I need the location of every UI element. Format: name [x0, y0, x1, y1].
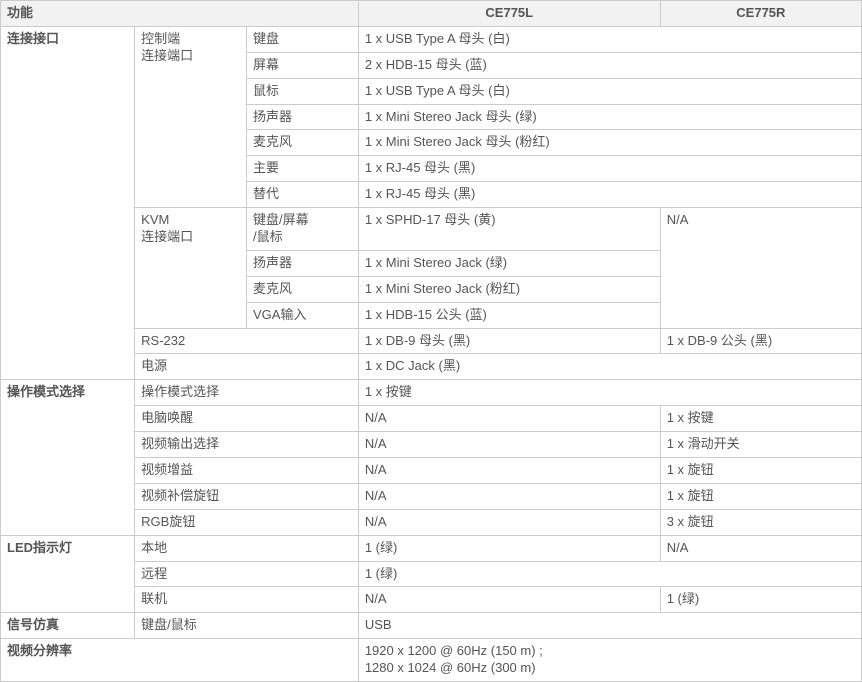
table-row: 视频分辨率 1920 x 1200 @ 60Hz (150 m) ; 1280 … — [1, 639, 862, 682]
cell-val: 1 x DC Jack (黑) — [358, 354, 861, 380]
cell-val: 1 x SPHD-17 母头 (黄) — [358, 208, 660, 251]
cell-key: 联机 — [135, 587, 359, 613]
cell-key: 主要 — [246, 156, 358, 182]
cell-val: 1 x DB-9 母头 (黑) — [358, 328, 660, 354]
cell-key: 鼠标 — [246, 78, 358, 104]
cell-val: 1 x RJ-45 母头 (黑) — [358, 156, 861, 182]
cell-val: 1 x Mini Stereo Jack 母头 (绿) — [358, 104, 861, 130]
cell-key: VGA输入 — [246, 302, 358, 328]
cell-val-r: 1 x DB-9 公头 (黑) — [660, 328, 861, 354]
cell-val: 1 x USB Type A 母头 (白) — [358, 78, 861, 104]
cell-val-r: 1 x 旋钮 — [660, 483, 861, 509]
table-row: 操作模式选择 操作模式选择 1 x 按键 — [1, 380, 862, 406]
cell-val-r: N/A — [660, 208, 861, 328]
cell-key: 屏幕 — [246, 52, 358, 78]
cell-key: 操作模式选择 — [135, 380, 359, 406]
subgroup-kvm: KVM 连接端口 — [135, 208, 247, 328]
cell-val: 1 x 按键 — [358, 380, 861, 406]
cell-val-r: 1 x 旋钮 — [660, 458, 861, 484]
table-row: 连接接口 控制端 连接端口 键盘 1 x USB Type A 母头 (白) — [1, 26, 862, 52]
cell-val-r: N/A — [660, 535, 861, 561]
group-emul: 信号仿真 — [1, 613, 135, 639]
cell-val: 1 x RJ-45 母头 (黑) — [358, 182, 861, 208]
cell-key: 麦克风 — [246, 276, 358, 302]
cell-val: 1 x Mini Stereo Jack (粉红) — [358, 276, 660, 302]
cell-val: USB — [358, 613, 861, 639]
cell-key: 本地 — [135, 535, 359, 561]
cell-val: N/A — [358, 587, 660, 613]
cell-key: 扬声器 — [246, 250, 358, 276]
header-col-r: CE775R — [660, 1, 861, 27]
group-led: LED指示灯 — [1, 535, 135, 613]
cell-key: RGB旋钮 — [135, 509, 359, 535]
cell-val-r: 3 x 旋钮 — [660, 509, 861, 535]
group-mode: 操作模式选择 — [1, 380, 135, 535]
header-col-l: CE775L — [358, 1, 660, 27]
cell-val: 1 x HDB-15 公头 (蓝) — [358, 302, 660, 328]
cell-val: 2 x HDB-15 母头 (蓝) — [358, 52, 861, 78]
cell-key: 远程 — [135, 561, 359, 587]
table-row: 信号仿真 键盘/鼠标 USB — [1, 613, 862, 639]
cell-key: 键盘/屏幕 /鼠标 — [246, 208, 358, 251]
cell-key: 键盘/鼠标 — [135, 613, 359, 639]
cell-key: 视频增益 — [135, 458, 359, 484]
header-func: 功能 — [1, 1, 359, 27]
cell-val: N/A — [358, 458, 660, 484]
cell-val: N/A — [358, 432, 660, 458]
cell-val: N/A — [358, 483, 660, 509]
cell-val: 1 (绿) — [358, 561, 861, 587]
table-row: LED指示灯 本地 1 (绿) N/A — [1, 535, 862, 561]
cell-val-r: 1 x 滑动开关 — [660, 432, 861, 458]
cell-key: 扬声器 — [246, 104, 358, 130]
cell-val-r: 1 x 按键 — [660, 406, 861, 432]
cell-val-r: 1 (绿) — [660, 587, 861, 613]
cell-val: 1 x Mini Stereo Jack (绿) — [358, 250, 660, 276]
cell-key: RS-232 — [135, 328, 359, 354]
cell-key: 替代 — [246, 182, 358, 208]
cell-val: 1 x USB Type A 母头 (白) — [358, 26, 861, 52]
header-row: 功能 CE775L CE775R — [1, 1, 862, 27]
cell-val: 1 x Mini Stereo Jack 母头 (粉红) — [358, 130, 861, 156]
cell-key: 键盘 — [246, 26, 358, 52]
cell-key: 电源 — [135, 354, 359, 380]
group-conn: 连接接口 — [1, 26, 135, 379]
cell-val: 1 (绿) — [358, 535, 660, 561]
cell-key: 电脑唤醒 — [135, 406, 359, 432]
subgroup-ctrl: 控制端 连接端口 — [135, 26, 247, 207]
cell-key: 麦克风 — [246, 130, 358, 156]
cell-key: 视频输出选择 — [135, 432, 359, 458]
cell-key: 视频补偿旋钮 — [135, 483, 359, 509]
group-res: 视频分辨率 — [1, 639, 359, 682]
cell-val: N/A — [358, 509, 660, 535]
cell-val: 1920 x 1200 @ 60Hz (150 m) ; 1280 x 1024… — [358, 639, 861, 682]
spec-table: 功能 CE775L CE775R 连接接口 控制端 连接端口 键盘 1 x US… — [0, 0, 862, 682]
cell-val: N/A — [358, 406, 660, 432]
